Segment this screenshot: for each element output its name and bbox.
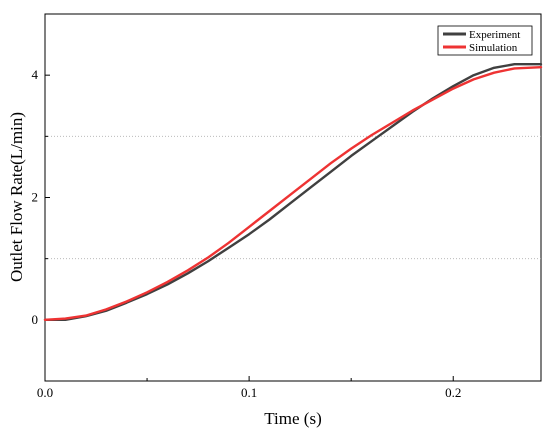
x-tick-label: 0.2 bbox=[445, 385, 461, 400]
x-tick-label: 0.0 bbox=[37, 385, 53, 400]
y-axis-ticks: 0 2 4 bbox=[32, 13, 50, 382]
y-axis-title: Outlet Flow Rate(L/min) bbox=[7, 112, 26, 282]
plot-frame bbox=[44, 13, 542, 382]
x-tick-label: 0.1 bbox=[241, 385, 257, 400]
gridlines bbox=[45, 135, 541, 260]
x-axis-ticks: 0.0 0.1 0.2 bbox=[37, 376, 461, 400]
legend-label-experiment: Experiment bbox=[469, 29, 520, 41]
y-tick-label: 2 bbox=[32, 190, 39, 205]
y-tick-label: 0 bbox=[32, 312, 39, 327]
y-tick-label: 4 bbox=[32, 67, 39, 82]
legend: Experiment Simulation bbox=[437, 25, 533, 56]
series-layer bbox=[43, 62, 543, 321]
legend-box bbox=[437, 25, 533, 56]
series-line-simulation bbox=[43, 65, 543, 321]
x-axis-title: Time (s) bbox=[264, 409, 321, 428]
legend-label-simulation: Simulation bbox=[469, 42, 518, 54]
